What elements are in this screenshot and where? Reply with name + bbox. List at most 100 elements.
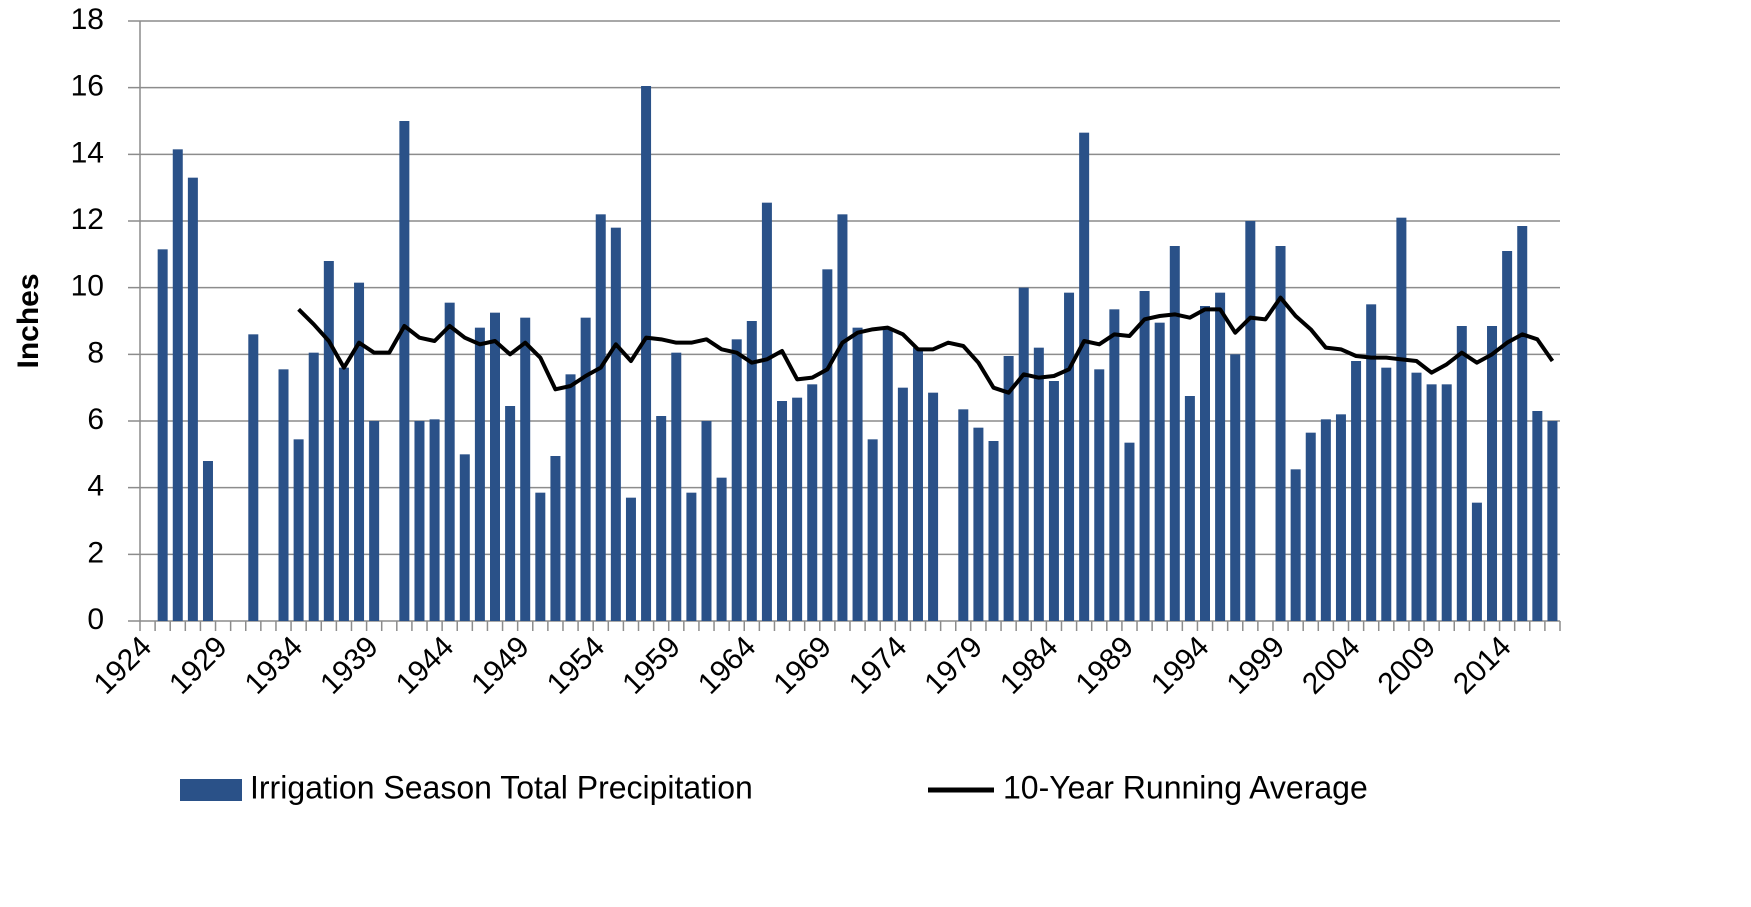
bar	[369, 421, 380, 621]
x-tick-label: 1934	[239, 630, 310, 701]
bar	[641, 86, 652, 621]
bar	[1094, 369, 1105, 621]
bar	[323, 261, 334, 621]
bar	[852, 327, 863, 621]
bar	[1200, 306, 1210, 621]
bar	[1396, 217, 1407, 621]
bar	[1064, 292, 1075, 621]
y-tick-label: 12	[71, 203, 104, 236]
bar	[822, 269, 833, 621]
bar	[897, 387, 908, 621]
bar	[399, 121, 410, 621]
bar	[1305, 432, 1316, 621]
bar	[716, 477, 727, 621]
x-tick-label: 1939	[314, 630, 385, 701]
running-average-line	[297, 295, 1555, 395]
bar	[610, 227, 621, 621]
bar	[157, 249, 168, 622]
bar	[535, 492, 546, 621]
bar	[1230, 354, 1241, 621]
bar	[928, 392, 939, 621]
bar	[444, 302, 455, 621]
bar	[474, 327, 485, 621]
x-tick-label: 1989	[1069, 630, 1140, 701]
x-tick-label: 2004	[1296, 630, 1367, 701]
x-tick-label: 1979	[918, 630, 989, 701]
x-tick-label: 1964	[692, 630, 763, 701]
bar	[1139, 291, 1150, 621]
bar	[1517, 226, 1528, 621]
x-tick-label: 1949	[465, 630, 536, 701]
x-tick-label: 1969	[767, 630, 838, 701]
bar	[1124, 442, 1135, 621]
bar	[807, 384, 818, 621]
bar	[1169, 246, 1180, 621]
legend-label: Irrigation Season Total Precipitation	[250, 769, 753, 805]
bar	[172, 149, 183, 622]
bar	[746, 321, 757, 621]
bar	[761, 202, 772, 621]
bar	[1215, 292, 1226, 621]
x-tick-label: 1974	[843, 630, 914, 701]
bar	[1335, 414, 1346, 621]
bar	[1184, 396, 1195, 621]
bar	[1351, 361, 1362, 621]
bar	[777, 401, 788, 621]
bar	[792, 397, 803, 621]
bar	[565, 374, 576, 621]
y-tick-label: 18	[71, 3, 104, 36]
x-tick-label: 1929	[163, 630, 234, 701]
bar	[505, 406, 516, 621]
x-tick-label: 1954	[541, 630, 612, 701]
bar	[1366, 304, 1377, 621]
bar	[202, 461, 213, 621]
bar	[1456, 326, 1467, 621]
x-tick-label: 2009	[1372, 630, 1443, 701]
x-tick-label: 1924	[88, 630, 159, 701]
bar	[459, 454, 470, 621]
bar	[1471, 502, 1482, 621]
bar	[520, 317, 531, 621]
bar	[837, 214, 848, 622]
bar	[958, 409, 969, 621]
bar	[1245, 221, 1256, 621]
bar	[1547, 421, 1558, 621]
legend-swatch	[180, 779, 242, 801]
y-tick-label: 8	[87, 336, 104, 369]
bar	[1079, 132, 1090, 621]
bar	[625, 497, 636, 621]
x-tick-label: 1959	[616, 630, 687, 701]
bar	[686, 492, 697, 621]
bar	[414, 421, 425, 621]
bar	[1502, 251, 1513, 621]
y-axis-label: Inches	[12, 273, 45, 368]
y-tick-label: 16	[71, 70, 104, 103]
y-tick-label: 14	[71, 136, 104, 169]
bar	[490, 312, 500, 621]
bar	[656, 416, 667, 621]
x-tick-label: 1999	[1221, 630, 1292, 701]
x-tick-label: 2014	[1447, 630, 1518, 701]
bar	[988, 441, 999, 621]
y-tick-label: 6	[87, 403, 104, 436]
bar	[187, 177, 198, 621]
bar	[1411, 372, 1422, 621]
bar	[1048, 381, 1059, 621]
bar	[278, 369, 289, 621]
bar	[293, 439, 304, 621]
bar	[1275, 246, 1286, 621]
bar	[580, 317, 591, 621]
bar	[1109, 309, 1120, 621]
bar	[354, 282, 365, 621]
bar	[550, 456, 561, 621]
bar	[1487, 326, 1498, 621]
bar	[731, 339, 742, 621]
legend-label: 10-Year Running Average	[1003, 769, 1368, 805]
x-tick-label: 1984	[994, 630, 1065, 701]
bar	[1426, 384, 1437, 621]
bar	[1033, 347, 1044, 621]
bar	[671, 352, 682, 621]
bar	[1290, 469, 1301, 621]
bar	[429, 419, 440, 621]
